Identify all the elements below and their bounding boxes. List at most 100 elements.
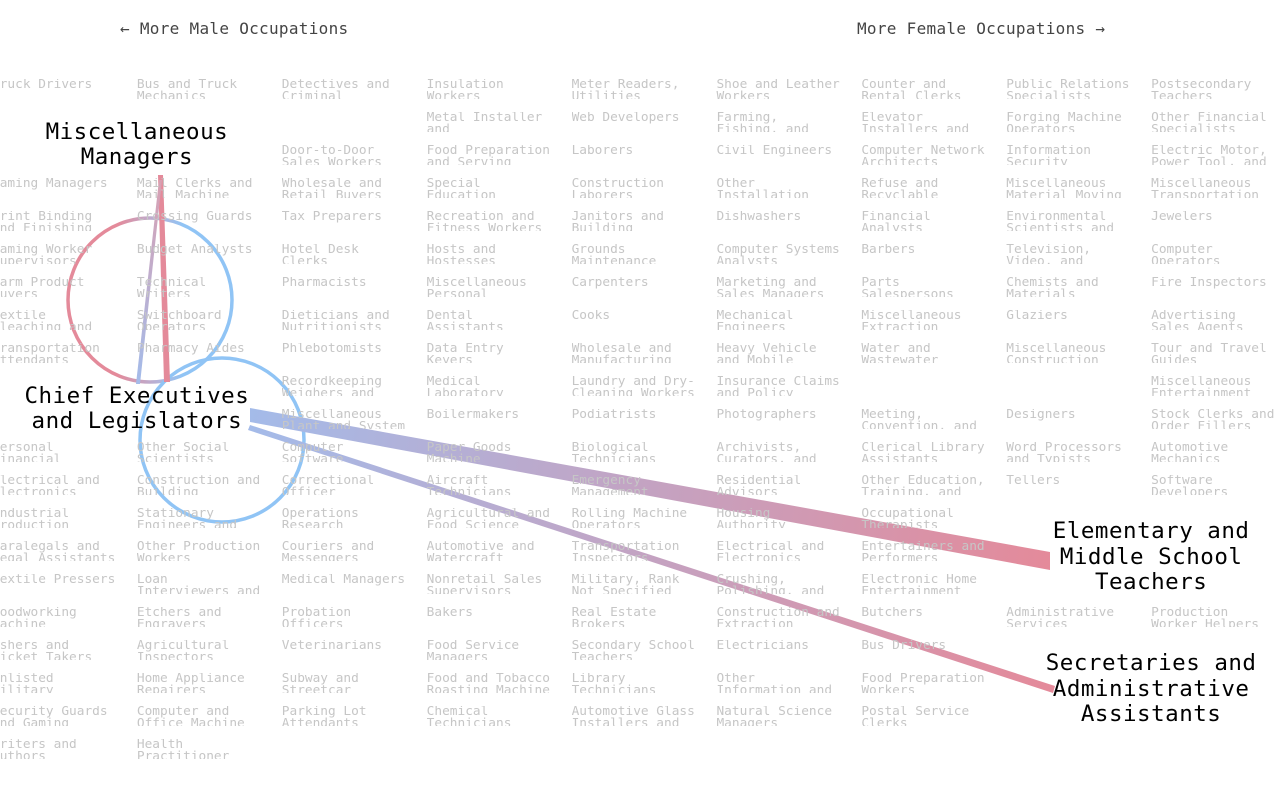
occupation-cell[interactable]: Designers <box>1006 409 1076 422</box>
occupation-cell[interactable]: Dieticians and Nutritionists <box>281 310 390 330</box>
occupation-cell[interactable]: Textile Bleaching and <box>0 310 93 330</box>
occupation-cell[interactable]: Butchers <box>861 607 923 620</box>
occupation-cell[interactable]: Carpenters <box>571 277 649 290</box>
occupation-cell[interactable]: Gaming Worker Supervisors <box>0 244 93 264</box>
occupation-cell[interactable]: Wholesale and Manufacturing <box>571 343 672 363</box>
occupation-cell[interactable]: Grounds Maintenance <box>571 244 657 264</box>
occupation-cell[interactable]: Information Security <box>1006 145 1091 165</box>
occupation-cell[interactable]: Heavy Vehicle and Mobile <box>716 343 817 363</box>
occupation-cell[interactable]: Civil Engineers <box>716 145 833 158</box>
occupation-cell[interactable]: Veterinarians <box>281 640 382 653</box>
occupation-cell[interactable]: Other Production Workers <box>136 541 261 561</box>
occupation-cell[interactable]: Food Preparation Workers <box>861 673 985 693</box>
flow-to-secretaries[interactable] <box>248 425 1055 693</box>
occupation-cell[interactable]: Food and Tobacco Roasting Machine <box>426 673 550 693</box>
occupation-cell[interactable]: Other Social Scientists <box>136 442 230 462</box>
occupation-cell[interactable]: Paper Goods Machine <box>426 442 512 462</box>
occupation-cell[interactable]: Agricultural and Food Science <box>426 508 550 528</box>
occupation-cell[interactable]: Chemists and Materials <box>1006 277 1099 297</box>
occupation-cell[interactable]: Miscellaneous Material Moving <box>1006 178 1122 198</box>
occupation-cell[interactable]: Construction and Building <box>136 475 261 495</box>
occupation-cell[interactable]: Tellers <box>1006 475 1061 488</box>
occupation-cell[interactable]: Gaming Managers <box>0 178 108 191</box>
occupation-cell[interactable]: Public Relations Specialists <box>1006 79 1130 99</box>
occupation-cell[interactable]: Recreation and Fitness Workers <box>426 211 543 231</box>
occupation-cell[interactable]: Stationary Engineers and <box>136 508 238 528</box>
occupation-cell[interactable]: Boilermakers <box>426 409 520 422</box>
occupation-cell[interactable]: Housing Authority <box>716 508 786 528</box>
occupation-cell[interactable]: Miscellaneous Plant and System <box>281 409 406 429</box>
occupation-cell[interactable]: Podiatrists <box>571 409 657 422</box>
occupation-cell[interactable]: Clerical Library Assistants <box>861 442 985 462</box>
occupation-cell[interactable]: Budget Analysts <box>136 244 253 257</box>
occupation-cell[interactable]: Production Worker Helpers <box>1151 607 1259 627</box>
occupation-cell[interactable]: Laborers <box>571 145 634 158</box>
occupation-cell[interactable]: Emergency Management <box>571 475 649 495</box>
occupation-cell[interactable]: Other Financial Specialists <box>1151 112 1267 132</box>
occupation-cell[interactable]: Special Education <box>426 178 497 198</box>
occupation-cell[interactable]: Word Processors and Typists <box>1006 442 1122 462</box>
occupation-cell[interactable]: Insulation Workers <box>426 79 504 99</box>
occupation-cell[interactable]: Computer Operators <box>1151 244 1221 264</box>
occupation-cell[interactable]: Advertising Sales Agents <box>1151 310 1244 330</box>
occupation-cell[interactable]: Other Installation <box>716 178 809 198</box>
occupation-cell[interactable]: Textile Pressers <box>0 574 116 587</box>
occupation-cell[interactable]: Personal Financial <box>0 442 62 462</box>
occupation-cell[interactable]: Bus and Truck Mechanics <box>136 79 238 99</box>
label-chief-executives[interactable]: Chief Executives and Legislators <box>24 382 250 434</box>
occupation-cell[interactable]: Jewelers <box>1151 211 1213 224</box>
occupation-cell[interactable]: Shoe and Leather Workers <box>716 79 840 99</box>
occupation-cell[interactable]: Postal Service Clerks <box>861 706 970 726</box>
occupation-cell[interactable]: Computer Systems Analysts <box>716 244 840 264</box>
occupation-cell[interactable]: Counter and Rental Clerks <box>861 79 962 99</box>
occupation-cell[interactable]: Hotel Desk Clerks <box>281 244 359 264</box>
occupation-cell[interactable]: Tax Preparers <box>281 211 382 224</box>
occupation-cell[interactable]: Electronic Home Entertainment <box>861 574 977 594</box>
occupation-cell[interactable]: Marketing and Sales Managers <box>716 277 825 297</box>
occupation-cell[interactable]: Security Guards and Gaming <box>0 706 108 726</box>
occupation-cell[interactable]: Computer Software <box>281 442 344 462</box>
occupation-cell[interactable]: Bakers <box>426 607 473 620</box>
occupation-cell[interactable]: Parts Salespersons <box>861 277 954 297</box>
occupation-cell[interactable]: Crossing Guards <box>136 211 253 224</box>
occupation-cell[interactable]: Rolling Machine Operators <box>571 508 688 528</box>
occupation-cell[interactable]: Home Appliance Repairers <box>136 673 245 693</box>
occupation-cell[interactable]: Barbers <box>861 244 916 257</box>
occupation-cell[interactable]: Software Developers <box>1151 475 1229 495</box>
occupation-cell[interactable]: Television, Video, and <box>1006 244 1091 264</box>
occupation-cell[interactable]: Print Binding and Finishing <box>0 211 93 231</box>
occupation-cell[interactable]: Ushers and Ticket Takers <box>0 640 93 660</box>
occupation-cell[interactable]: Truck Drivers <box>0 79 93 92</box>
occupation-cell[interactable]: Hosts and Hostesses <box>426 244 497 264</box>
occupation-cell[interactable]: Subway and Streetcar <box>281 673 359 693</box>
occupation-cell[interactable]: Miscellaneous Transportation <box>1151 178 1259 198</box>
occupation-cell[interactable]: Parking Lot Attendants <box>281 706 367 726</box>
occupation-cell[interactable]: Data Entry Keyers <box>426 343 504 363</box>
occupation-cell[interactable]: Fire Inspectors <box>1151 277 1267 290</box>
occupation-cell[interactable]: Electric Motor, Power Tool, and <box>1151 145 1267 165</box>
occupation-cell[interactable]: Switchboard Operators <box>136 310 222 330</box>
occupation-cell[interactable]: Enlisted Military <box>0 673 54 693</box>
occupation-cell[interactable]: Agricultural Inspectors <box>136 640 230 660</box>
occupation-cell[interactable]: Electrical and Electronics <box>716 541 825 561</box>
occupation-cell[interactable]: Janitors and Building <box>571 211 665 231</box>
label-secretaries[interactable]: Secretaries and Administrative Assistant… <box>1045 650 1257 728</box>
occupation-cell[interactable]: Miscellaneous Personal <box>426 277 527 297</box>
occupation-cell[interactable]: Crushing, Polishing, and <box>716 574 825 594</box>
occupation-cell[interactable]: Stock Clerks and Order Fillers <box>1151 409 1275 429</box>
occupation-cell[interactable]: Photographers <box>716 409 817 422</box>
occupation-cell[interactable]: Technical Writers <box>136 277 207 297</box>
occupation-cell[interactable]: Cooks <box>571 310 611 323</box>
occupation-cell[interactable]: Door-to-Door Sales Workers <box>281 145 382 165</box>
occupation-cell[interactable]: Miscellaneous Extraction <box>861 310 962 330</box>
occupation-cell[interactable]: Couriers and Messengers <box>281 541 375 561</box>
occupation-cell[interactable]: Secondary School Teachers <box>571 640 695 660</box>
occupation-cell[interactable]: Electricians <box>716 640 809 653</box>
occupation-cell[interactable]: Chemical Technicians <box>426 706 512 726</box>
occupation-cell[interactable]: Postsecondary Teachers <box>1151 79 1252 99</box>
occupation-cell[interactable]: Detectives and Criminal <box>281 79 390 99</box>
occupation-cell[interactable]: Loan Interviewers and <box>136 574 261 594</box>
occupation-cell[interactable]: Bus Drivers <box>861 640 947 653</box>
occupation-cell[interactable]: Farm Product Buyers <box>0 277 85 297</box>
occupation-cell[interactable]: Miscellaneous Entertainment <box>1151 376 1252 396</box>
